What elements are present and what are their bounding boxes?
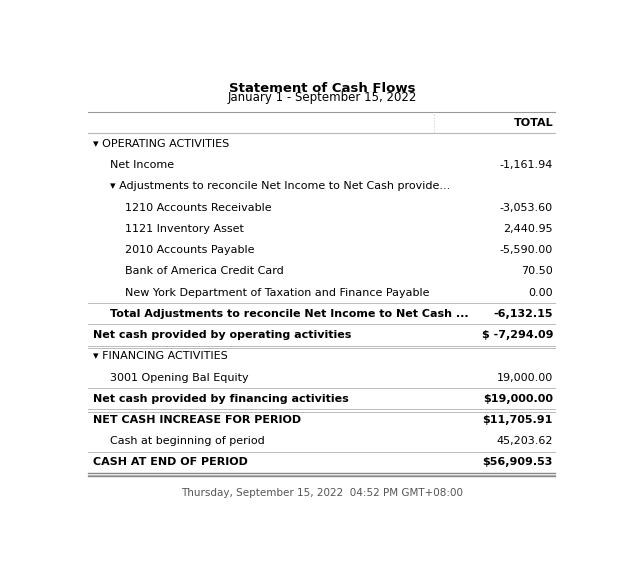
Text: Statement of Cash Flows: Statement of Cash Flows [229, 82, 415, 95]
Text: Cash at beginning of period: Cash at beginning of period [110, 436, 265, 446]
Text: Total Adjustments to reconcile Net Income to Net Cash ...: Total Adjustments to reconcile Net Incom… [110, 309, 468, 319]
Text: CASH AT END OF PERIOD: CASH AT END OF PERIOD [93, 458, 248, 467]
Text: -5,590.00: -5,590.00 [500, 245, 553, 255]
Text: TOTAL: TOTAL [514, 118, 553, 128]
Text: Net cash provided by financing activities: Net cash provided by financing activitie… [93, 394, 349, 404]
Text: Thursday, September 15, 2022  04:52 PM GMT+08:00: Thursday, September 15, 2022 04:52 PM GM… [181, 488, 463, 498]
Text: $56,909.53: $56,909.53 [483, 458, 553, 467]
Text: Net cash provided by operating activities: Net cash provided by operating activitie… [93, 330, 352, 340]
Text: ▾ OPERATING ACTIVITIES: ▾ OPERATING ACTIVITIES [93, 139, 229, 149]
Text: 1121 Inventory Asset: 1121 Inventory Asset [125, 224, 244, 234]
Text: Bank of America Credit Card: Bank of America Credit Card [125, 266, 283, 276]
Text: 3001 Opening Bal Equity: 3001 Opening Bal Equity [110, 373, 249, 382]
Text: $11,705.91: $11,705.91 [483, 415, 553, 425]
Text: 70.50: 70.50 [521, 266, 553, 276]
Text: Net Income: Net Income [110, 160, 174, 170]
Text: New York Department of Taxation and Finance Payable: New York Department of Taxation and Fina… [125, 288, 429, 298]
Text: $ -7,294.09: $ -7,294.09 [482, 330, 553, 340]
Text: -1,161.94: -1,161.94 [500, 160, 553, 170]
Text: 2010 Accounts Payable: 2010 Accounts Payable [125, 245, 254, 255]
Text: 45,203.62: 45,203.62 [497, 436, 553, 446]
Text: -3,053.60: -3,053.60 [500, 203, 553, 213]
Text: NET CASH INCREASE FOR PERIOD: NET CASH INCREASE FOR PERIOD [93, 415, 301, 425]
Text: 2,440.95: 2,440.95 [504, 224, 553, 234]
Text: ▾ FINANCING ACTIVITIES: ▾ FINANCING ACTIVITIES [93, 351, 228, 361]
Text: -6,132.15: -6,132.15 [494, 309, 553, 319]
Text: 19,000.00: 19,000.00 [497, 373, 553, 382]
Text: $19,000.00: $19,000.00 [483, 394, 553, 404]
Text: ▾ Adjustments to reconcile Net Income to Net Cash provide...: ▾ Adjustments to reconcile Net Income to… [110, 181, 450, 192]
Text: January 1 - September 15, 2022: January 1 - September 15, 2022 [227, 91, 416, 104]
Text: 1210 Accounts Receivable: 1210 Accounts Receivable [125, 203, 271, 213]
Text: 0.00: 0.00 [528, 288, 553, 298]
